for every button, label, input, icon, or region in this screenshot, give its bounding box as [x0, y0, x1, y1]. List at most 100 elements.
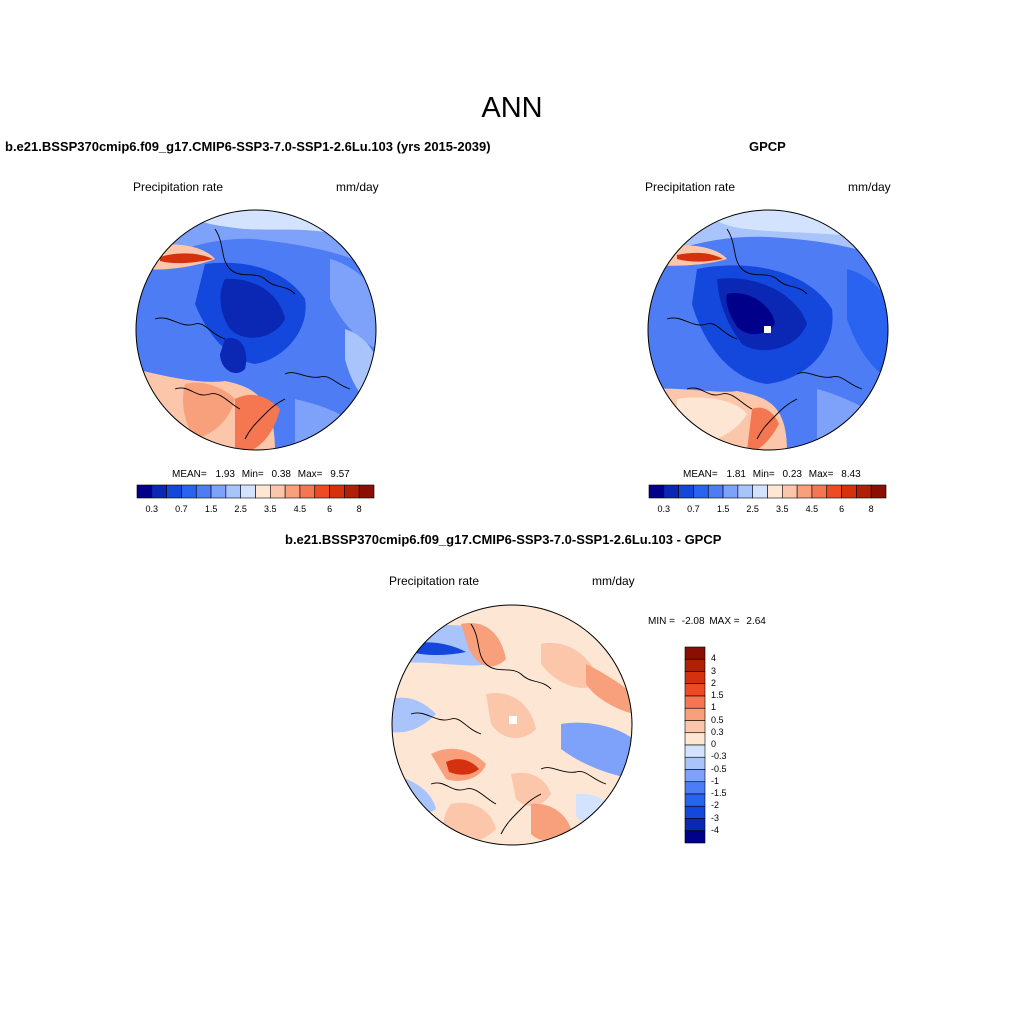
colorbar-tick-label: 0.5 [711, 714, 724, 725]
colorbar-swatch [684, 720, 706, 734]
colorbar-tick-label: 1.5 [204, 504, 218, 514]
colorbar-swatch [826, 484, 842, 499]
colorbar-swatch [841, 484, 857, 499]
colorbar-tick-label: 3.5 [264, 504, 277, 514]
obs-panel-title: GPCP [749, 139, 786, 154]
colorbar-swatch [684, 830, 706, 844]
colorbar-tick-label: 3.5 [776, 504, 789, 514]
colorbar-tick-label: 4 [711, 653, 717, 664]
colorbar-swatch [270, 484, 286, 499]
model-variable-label: Precipitation rate [133, 180, 224, 194]
diff-units-label: mm/day [592, 574, 635, 588]
colorbar-tick-label: 3 [711, 665, 717, 676]
colorbar-swatch [136, 484, 153, 499]
colorbar-swatch [684, 805, 706, 819]
model-mean-label: MEAN= [172, 469, 207, 480]
colorbar-swatch [684, 793, 706, 807]
model-min-value: 0.38 [271, 469, 291, 480]
colorbar-swatch [225, 484, 241, 499]
model-min-label: Min= [241, 469, 264, 480]
model-mean-value: 1.93 [215, 469, 235, 480]
colorbar-swatch [684, 695, 706, 709]
colorbar-swatch [344, 484, 360, 499]
colorbar-swatch [684, 707, 706, 721]
colorbar-swatch [684, 769, 706, 783]
figure-title: ANN [481, 92, 543, 124]
colorbar-swatch [684, 671, 706, 685]
colorbar-swatch [693, 484, 709, 499]
colorbar-swatch [151, 484, 167, 499]
obs-colorbar-ticks: 0.3 0.7 1.5 2.5 3.5 4.5 6 8 [649, 504, 886, 516]
colorbar-swatch [210, 484, 227, 499]
colorbar-swatch [648, 484, 665, 499]
colorbar-swatch [707, 484, 724, 499]
model-polar-map [135, 209, 377, 451]
colorbar-tick-label: 0.7 [175, 504, 188, 514]
colorbar-swatch [684, 658, 706, 672]
obs-min-label: Min= [752, 469, 775, 480]
colorbar-swatch [684, 744, 706, 758]
diff-colorbar-ticks: 4 3 2 1.5 1 0.5 0.3 0 -0.3 -0.5 -1 -1.5 -2 -3 -4 [711, 647, 751, 843]
colorbar-swatch [856, 484, 872, 499]
colorbar-swatch [284, 484, 301, 499]
obs-mean-label: MEAN= [683, 469, 718, 480]
obs-max-label: Max= [808, 469, 834, 480]
colorbar-tick-label: -4 [711, 824, 720, 835]
colorbar-swatch [684, 781, 706, 795]
model-max-value: 9.57 [330, 469, 350, 480]
colorbar-tick-label: -0.3 [711, 751, 727, 762]
diff-variable-label: Precipitation rate [389, 574, 480, 588]
diff-max-label: MAX = [709, 616, 740, 627]
colorbar-swatch [870, 484, 887, 499]
colorbar-tick-label: 6 [839, 504, 845, 514]
model-panel-title: b.e21.BSSP370cmip6.f09_g17.CMIP6-SSP3-7.… [5, 139, 491, 154]
colorbar-tick-label: 0.3 [657, 504, 671, 514]
obs-units-label: mm/day [848, 180, 891, 194]
colorbar-tick-label: -1.5 [711, 788, 727, 798]
colorbar-swatch [684, 756, 706, 770]
obs-min-value: 0.23 [782, 469, 802, 480]
colorbar-tick-label: -3 [711, 812, 720, 823]
obs-polar-map [647, 209, 889, 451]
colorbar-tick-label: 0 [711, 739, 717, 749]
colorbar-tick-label: -2 [711, 800, 720, 811]
colorbar-swatch [663, 484, 679, 499]
colorbar-tick-label: 1.5 [711, 690, 724, 700]
colorbar-swatch [240, 484, 256, 499]
diff-panel-title: b.e21.BSSP370cmip6.f09_g17.CMIP6-SSP3-7.… [285, 532, 722, 547]
colorbar-swatch [811, 484, 828, 499]
colorbar-swatch [767, 484, 783, 499]
colorbar-swatch [684, 732, 706, 746]
colorbar-swatch [358, 484, 375, 499]
model-units-label: mm/day [336, 180, 379, 194]
colorbar-tick-label: 0.7 [687, 504, 700, 514]
colorbar-tick-label: 1.5 [716, 504, 730, 514]
colorbar-swatch [299, 484, 316, 499]
diff-colorbar [684, 646, 706, 844]
colorbar-swatch [684, 683, 706, 697]
colorbar-tick-label: 4.5 [293, 504, 307, 514]
colorbar-tick-label: 0.3 [145, 504, 159, 514]
colorbar-swatch [181, 484, 197, 499]
colorbar-swatch [678, 484, 694, 499]
colorbar-swatch [255, 484, 271, 499]
colorbar-swatch [684, 818, 706, 832]
colorbar-tick-label: -1 [711, 775, 720, 786]
diff-max-value: 2.64 [746, 616, 766, 627]
colorbar-swatch [737, 484, 753, 499]
model-colorbar [136, 484, 375, 499]
colorbar-tick-label: 2 [711, 677, 717, 688]
colorbar-tick-label: 2.5 [746, 504, 759, 514]
obs-colorbar [648, 484, 887, 499]
diff-min-value: -2.08 [681, 616, 705, 627]
colorbar-tick-label: 0.3 [711, 726, 724, 737]
obs-mean-value: 1.81 [726, 469, 746, 480]
model-max-label: Max= [297, 469, 323, 480]
obs-variable-label: Precipitation rate [645, 180, 736, 194]
colorbar-swatch [752, 484, 768, 499]
colorbar-tick-label: 4.5 [805, 504, 819, 514]
colorbar-tick-label: 6 [327, 504, 333, 514]
colorbar-swatch [314, 484, 330, 499]
colorbar-tick-label: 2.5 [234, 504, 247, 514]
obs-max-value: 8.43 [841, 469, 861, 480]
